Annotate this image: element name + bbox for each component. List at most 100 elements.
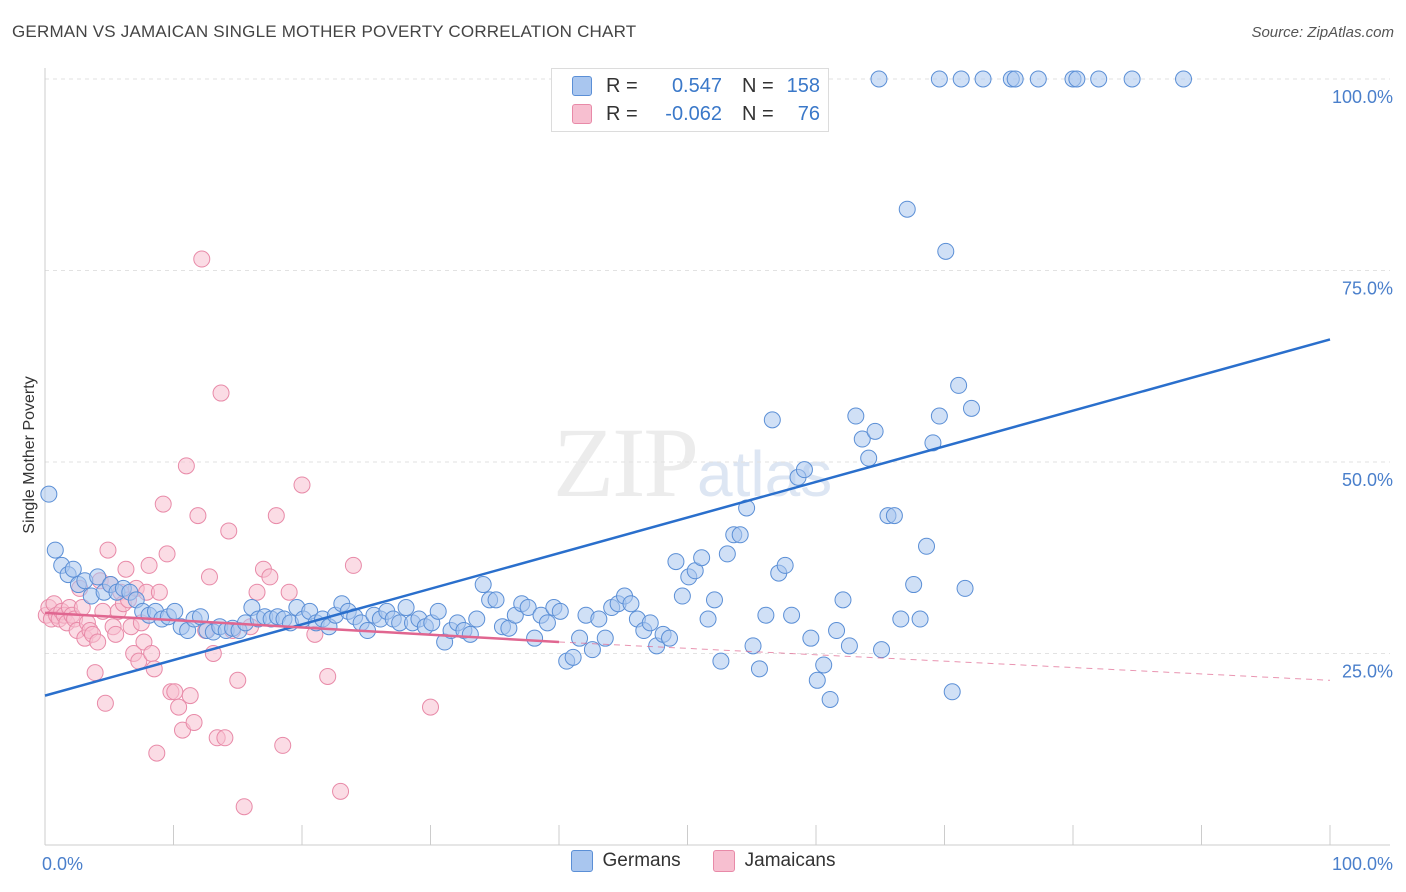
watermark-zip: ZIP [553, 407, 699, 518]
y-tick-label: 100.0% [1332, 87, 1393, 107]
jamaicans-point [332, 782, 350, 800]
jamaicans-point [143, 645, 161, 662]
source-label: Source: ZipAtlas.com [1251, 24, 1394, 41]
jamaicans-point [274, 736, 292, 754]
germans-point [956, 579, 974, 597]
germans-point [1029, 70, 1047, 88]
y-axis-label: Single Mother Poverty [21, 376, 38, 533]
germans-point [924, 434, 942, 452]
jamaicans-point [148, 744, 166, 762]
germans-point [802, 629, 820, 647]
germans-point [943, 683, 961, 701]
legend-item-germans[interactable]: Germans [570, 850, 681, 872]
germans-point [693, 549, 711, 567]
germans-point [870, 70, 888, 88]
jamaicans-point [154, 495, 172, 513]
germans-point [757, 606, 775, 624]
germans-point [834, 591, 852, 609]
r-value: -0.062 [665, 102, 722, 125]
germans-point [397, 599, 415, 617]
jamaicans-point [200, 568, 218, 586]
jamaicans-point [89, 633, 107, 651]
jamaicans-point [177, 457, 195, 475]
jamaicans-point [220, 522, 238, 540]
jamaicans-point [140, 556, 158, 574]
germans-point [166, 602, 184, 620]
germans-point [911, 610, 929, 628]
n-value: 158 [786, 74, 820, 97]
r-value: 0.547 [671, 74, 722, 97]
germans-point [808, 671, 826, 689]
germans-point [583, 641, 601, 659]
jamaicans-point [170, 698, 188, 716]
germans-point [46, 541, 64, 559]
jamaicans-point [166, 683, 184, 701]
jamaicans-point [229, 671, 247, 689]
germans-point [641, 614, 659, 632]
germans-point [783, 606, 801, 624]
jamaicans-point [248, 583, 266, 601]
germans-point [937, 242, 955, 260]
legend-item-jamaicans[interactable]: Jamaicans [712, 850, 836, 872]
germans-point [853, 430, 871, 448]
jamaicans-point [185, 713, 203, 731]
germans-point [526, 629, 544, 647]
correlation-legend: R = 0.547 N = 158 R = -0.062 N = 76 [551, 68, 829, 132]
jamaicans-swatch-icon [572, 104, 592, 124]
germans-point [429, 602, 447, 620]
germans-point [40, 485, 58, 503]
germans-point [885, 507, 903, 525]
y-tick-label: 75.0% [1342, 279, 1393, 299]
germans-point [821, 690, 839, 708]
n-label: N = [742, 74, 774, 97]
germans-point [840, 637, 858, 655]
jamaicans-point [344, 556, 362, 574]
germans-point [474, 576, 492, 594]
germans-point [952, 70, 970, 88]
germans-point [590, 610, 608, 628]
legend-label-jamaicans: Jamaicans [744, 850, 836, 871]
germans-point [918, 537, 936, 555]
jamaicans-swatch-icon [712, 850, 735, 872]
series-legend: Germans Jamaicans [0, 850, 1406, 872]
germans-point [596, 629, 614, 647]
germans-point [571, 629, 589, 647]
germans-point [705, 591, 723, 609]
germans-point [1006, 70, 1024, 88]
r-label: R = [606, 74, 638, 97]
jamaicans-point [117, 560, 135, 578]
jamaicans-point [319, 667, 337, 685]
germans-point [461, 625, 479, 643]
germans-point [673, 587, 691, 605]
germans-point [712, 652, 730, 670]
germans-point [750, 660, 768, 678]
jamaicans-point [212, 384, 230, 402]
y-tick-label: 25.0% [1342, 662, 1393, 682]
germans-point [538, 614, 556, 632]
germans-point [487, 591, 505, 609]
x-tick-label: 0.0% [42, 854, 83, 874]
germans-point [930, 70, 948, 88]
germans-point [1090, 70, 1108, 88]
germans-point [974, 70, 992, 88]
jamaicans-point [267, 507, 285, 525]
germans-point [661, 629, 679, 647]
jamaicans-point [235, 798, 253, 816]
r-label: R = [606, 102, 638, 125]
jamaicans-trend-extension [558, 641, 1331, 681]
jamaicans-point [150, 583, 168, 601]
germans-point [950, 376, 968, 394]
jamaicans-point [293, 476, 311, 494]
germans-point [1123, 70, 1141, 88]
legend-label-germans: Germans [602, 850, 681, 871]
germans-point [847, 407, 865, 425]
germans-trend-line [44, 338, 1331, 697]
jamaicans-point [99, 541, 117, 559]
germans-point [551, 602, 569, 620]
germans-point [622, 595, 640, 613]
germans-point [667, 553, 685, 571]
jamaicans-point [189, 507, 207, 525]
germans-point [962, 399, 980, 417]
germans-point [744, 637, 762, 655]
jamaicans-trend-line [44, 611, 560, 644]
